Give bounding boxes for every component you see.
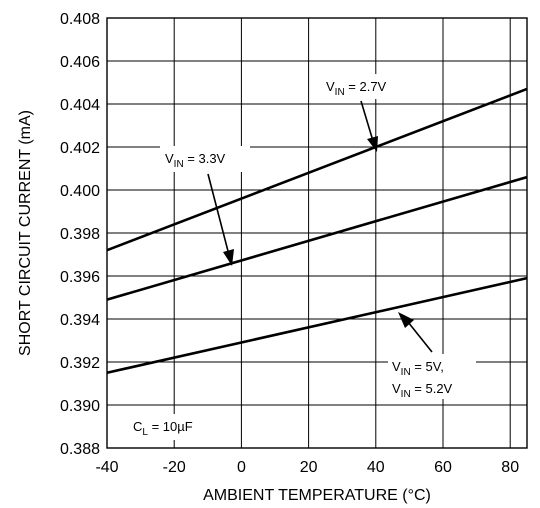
- x-tick-labels: -40 -20 0 20 40 60 80: [95, 459, 519, 476]
- y-tick-label: 0.394: [60, 312, 100, 329]
- label-bg-2-7v: [322, 74, 404, 99]
- annotation-arrows: [207, 100, 433, 353]
- y-tick-label: 0.406: [60, 54, 100, 71]
- label-bg-cl: [128, 414, 218, 440]
- arrowhead-5v: [398, 312, 414, 328]
- series-line-2: [106, 276, 528, 375]
- y-tick-label: 0.400: [60, 183, 100, 200]
- x-tick-label: 60: [434, 459, 452, 476]
- series-line-0: [106, 87, 528, 252]
- y-tick-labels: 0.388 0.390 0.392 0.394 0.396 0.398 0.400 0.402…: [60, 11, 100, 458]
- arrow-line-2-7v: [360, 100, 374, 142]
- x-tick-label: -20: [163, 459, 186, 476]
- y-tick-label: 0.398: [60, 226, 100, 243]
- y-tick-label: 0.392: [60, 355, 100, 372]
- x-tick-label: 20: [300, 459, 318, 476]
- label-vin-5-2v-sub: IN: [401, 389, 411, 400]
- x-tick-label: -40: [95, 459, 118, 476]
- arrowhead-2-7v: [367, 136, 378, 152]
- label-vin-3-3v-value: = 3.3V: [184, 151, 226, 166]
- label-bg-3-3v: [160, 146, 250, 172]
- x-tick-label: 0: [237, 459, 246, 476]
- y-axis-title: SHORT CIRCUIT CURRENT (mA): [17, 110, 34, 356]
- series-lines: [106, 87, 528, 375]
- y-tick-label: 0.402: [60, 140, 100, 157]
- label-vin-3-3v-sub: IN: [174, 159, 184, 170]
- y-tick-label: 0.390: [60, 398, 100, 415]
- arrow-line-3-3v: [207, 173, 230, 256]
- label-vin-5v-value: = 5V,: [411, 359, 444, 374]
- label-bg-5v: [388, 354, 476, 399]
- label-vin-5-2v-value: = 5.2V: [411, 381, 453, 396]
- y-tick-label: 0.404: [60, 97, 100, 114]
- arrowhead-3-3v: [223, 249, 234, 266]
- label-vin-3-3v: VIN = 3.3V: [165, 151, 226, 170]
- y-tick-label: 0.408: [60, 11, 100, 28]
- x-tick-label: 80: [501, 459, 519, 476]
- label-cl-sub: L: [142, 427, 148, 438]
- label-cl: CL = 10µF: [133, 419, 193, 438]
- label-vin-2-7v-sub: IN: [335, 87, 345, 98]
- x-axis-title: AMBIENT TEMPERATURE (°C): [203, 487, 431, 504]
- arrow-line-5v: [407, 321, 433, 353]
- y-tick-label: 0.388: [60, 441, 100, 458]
- label-cl-value: = 10µF: [148, 419, 193, 434]
- y-tick-label: 0.396: [60, 269, 100, 286]
- plot-frame: [106, 17, 528, 449]
- series-line-1: [106, 175, 528, 301]
- label-vin-2-7v-value: = 2.7V: [345, 79, 387, 94]
- x-tick-label: 40: [367, 459, 385, 476]
- label-vin-5v-sub: IN: [401, 367, 411, 378]
